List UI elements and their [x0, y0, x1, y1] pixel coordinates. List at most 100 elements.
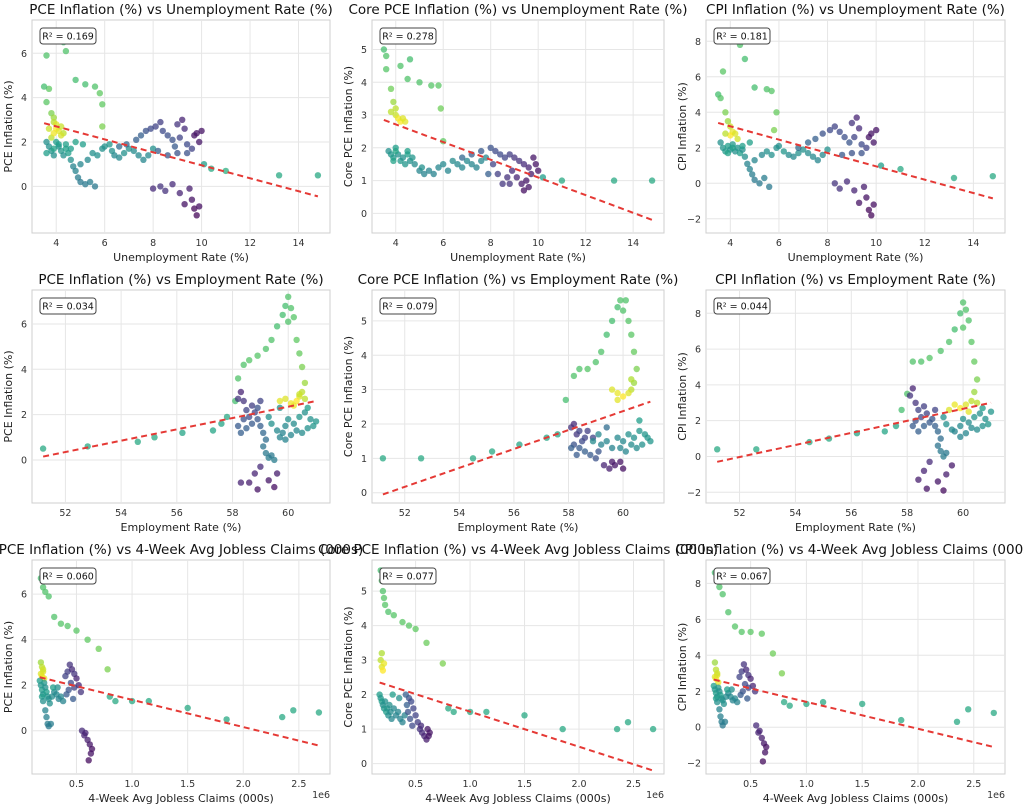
data-point — [859, 700, 866, 708]
chart-title: CPI Inflation (%) vs Employment Rate (%) — [715, 272, 996, 288]
data-point — [49, 684, 57, 691]
data-point — [716, 706, 723, 713]
x-axis-label: 4-Week Avg Jobless Claims (000s) — [88, 792, 274, 805]
data-point — [790, 153, 797, 160]
data-point — [296, 350, 303, 357]
data-point — [731, 623, 739, 630]
y-tick-label: 2 — [21, 410, 27, 421]
data-point — [147, 125, 154, 132]
plot-area — [31, 559, 331, 775]
data-point — [838, 151, 846, 159]
data-point — [77, 178, 84, 186]
data-point — [282, 395, 289, 402]
data-point — [390, 98, 397, 106]
y-tick-label: 8 — [695, 579, 701, 590]
chart-title: PCE Inflation (%) vs 4-Week Avg Jobless … — [0, 542, 363, 558]
scatter-panel-r1c0: 52 54 56 58 60 0 2 4 6 R² = 0.034 PCE Inflation (%… — [2, 272, 331, 534]
data-point — [732, 130, 739, 137]
data-point — [848, 149, 856, 157]
data-point — [72, 76, 79, 84]
data-point — [948, 426, 956, 433]
data-point — [285, 416, 292, 423]
data-point — [62, 141, 70, 148]
data-point — [64, 622, 71, 630]
data-point — [469, 455, 477, 462]
data-point — [293, 427, 300, 434]
data-point — [418, 164, 426, 171]
r2-label: R² = 0.077 — [382, 572, 434, 583]
data-point — [268, 420, 275, 427]
data-point — [43, 713, 50, 721]
data-point — [518, 180, 525, 187]
data-point — [625, 389, 632, 397]
data-point — [282, 436, 289, 443]
plot-area — [705, 559, 1006, 775]
data-point — [499, 180, 506, 187]
data-point — [468, 161, 475, 168]
x-tick-label: 2.5 — [966, 779, 981, 790]
data-point — [188, 196, 196, 203]
data-point — [411, 161, 418, 168]
data-point — [598, 348, 605, 355]
data-point — [406, 56, 414, 63]
y-tick-label: 6 — [695, 615, 701, 626]
data-point — [711, 673, 719, 681]
data-point — [381, 601, 389, 609]
data-point — [265, 477, 272, 484]
data-point — [619, 307, 627, 314]
data-point — [614, 389, 621, 397]
data-point — [773, 109, 780, 116]
y-tick-label: 6 — [21, 590, 27, 601]
data-point — [378, 650, 385, 657]
y-tick-label: 0 — [361, 488, 367, 499]
data-point — [819, 130, 826, 137]
data-point — [965, 706, 972, 713]
data-point — [934, 478, 942, 485]
scatter-panel-r1c1: 52 54 56 58 60 0 1 2 3 4 5 R² = 0.079 Core PCE Infla… — [342, 272, 678, 534]
scatter-panel-r1c2: 52 54 56 58 60 −2 0 2 4 6 8 R² = 0.044 CPI Inflation… — [676, 272, 1006, 534]
data-point — [853, 114, 860, 121]
data-point — [589, 438, 597, 445]
x-tick-label: 60 — [957, 508, 969, 519]
data-point — [804, 149, 812, 157]
data-point — [769, 650, 777, 657]
data-point — [915, 406, 922, 414]
data-point — [494, 170, 501, 178]
data-point — [619, 438, 627, 445]
data-point — [855, 199, 863, 206]
r2-label: R² = 0.044 — [716, 302, 768, 313]
data-point — [937, 447, 944, 455]
data-point — [410, 705, 417, 712]
data-point — [587, 451, 594, 459]
data-point — [262, 436, 270, 443]
chart-title: PCE Inflation (%) vs Unemployment Rate (… — [29, 2, 333, 18]
data-point — [841, 133, 848, 141]
data-point — [768, 87, 775, 95]
data-point — [968, 338, 975, 346]
data-point — [506, 180, 513, 187]
data-point — [50, 152, 57, 159]
data-point — [535, 167, 542, 174]
data-point — [381, 698, 389, 705]
data-point — [379, 455, 387, 462]
data-point — [649, 725, 657, 733]
data-point — [287, 431, 295, 439]
data-point — [162, 187, 169, 194]
data-point — [183, 141, 191, 148]
data-point — [985, 421, 992, 428]
data-point — [722, 130, 729, 137]
data-point — [404, 147, 411, 155]
data-point — [965, 317, 972, 324]
data-point — [191, 205, 198, 212]
data-point — [290, 314, 297, 321]
data-point — [42, 707, 49, 714]
data-point — [425, 167, 433, 174]
data-point — [287, 304, 295, 312]
data-point — [248, 402, 256, 409]
data-point — [814, 157, 821, 164]
data-point — [116, 154, 123, 161]
x-axis-label: Unemployment Rate (%) — [788, 251, 924, 264]
data-point — [926, 458, 933, 465]
data-point — [711, 659, 719, 666]
